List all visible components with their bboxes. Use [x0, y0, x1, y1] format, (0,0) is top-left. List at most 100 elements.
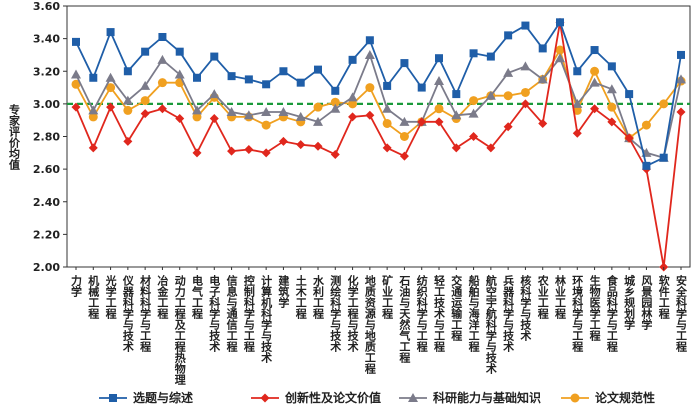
x-category-label: 土木工程: [294, 274, 308, 320]
data-point: [520, 87, 530, 97]
data-point: [624, 133, 634, 143]
legend-label: 创新性及论文价值: [284, 390, 381, 405]
data-point: [123, 105, 133, 115]
y-axis-title: 专家评价均值: [8, 103, 21, 171]
data-point: [573, 67, 582, 76]
data-point: [659, 99, 669, 109]
y-tick-label: 2.20: [33, 228, 60, 241]
x-category-label: 地质资源与地质工程: [363, 274, 376, 375]
data-point: [279, 67, 288, 76]
y-tick-label: 3.20: [33, 65, 60, 78]
data-point: [503, 67, 514, 77]
legend-marker: [408, 393, 418, 402]
data-point: [434, 104, 444, 114]
data-point: [140, 80, 151, 90]
data-point: [485, 90, 496, 100]
x-category-label: 环境科学与工程: [571, 275, 584, 353]
y-tick-label: 3.60: [33, 0, 60, 13]
x-category-label: 林业工程: [554, 274, 567, 320]
x-category-label: 矿业工程: [381, 274, 394, 320]
data-point: [451, 143, 461, 153]
data-point: [399, 132, 409, 141]
legend-item: 论文规范性: [561, 390, 655, 405]
data-point: [88, 112, 98, 122]
legend-label: 科研能力与基础知识: [433, 390, 541, 405]
data-point: [106, 83, 116, 93]
data-point: [313, 102, 323, 112]
data-point: [607, 62, 616, 71]
series-line: [75, 52, 682, 159]
data-point: [469, 132, 479, 141]
data-point: [105, 72, 116, 82]
data-point: [296, 78, 305, 87]
series-2: [71, 17, 686, 272]
data-point: [209, 114, 219, 124]
legend-item: 科研能力与基础知识: [399, 390, 541, 405]
y-tick-label: 3.40: [33, 33, 60, 46]
data-point: [486, 52, 495, 61]
data-point: [330, 97, 340, 107]
data-point: [503, 122, 513, 132]
data-point: [244, 145, 254, 155]
data-point: [88, 143, 98, 153]
data-point: [295, 111, 306, 121]
x-category-label: 动力工程及工程热物理: [173, 274, 186, 385]
data-point: [330, 103, 341, 113]
legend-marker: [260, 393, 270, 403]
data-point: [606, 84, 617, 94]
data-point: [677, 50, 685, 59]
legend-marker: [109, 394, 117, 402]
data-point: [89, 73, 98, 82]
x-category-label: 机械工程: [87, 274, 100, 320]
data-point: [140, 109, 150, 119]
x-category-label: 计算机科学与技术: [260, 274, 274, 364]
x-category-label: 兵器科学与技术: [502, 274, 515, 353]
data-point: [261, 120, 271, 130]
data-point: [382, 143, 392, 153]
data-point: [192, 105, 202, 115]
x-category-label: 纺织科学与工程: [415, 274, 428, 353]
x-category-label: 石油与天然气工程: [398, 275, 412, 364]
data-point: [572, 128, 582, 138]
x-category-label: 交通运输工程: [450, 274, 463, 342]
x-category-label: 城乡规划学: [623, 274, 636, 331]
data-point: [417, 83, 426, 92]
data-point: [451, 110, 462, 120]
data-point: [106, 102, 116, 112]
x-category-label: 化学工程与技术: [346, 274, 360, 353]
x-category-label: 电气工程: [191, 274, 205, 320]
legend-item: 创新性及论文价值: [251, 390, 381, 405]
data-point: [556, 18, 564, 27]
data-point: [625, 90, 634, 99]
x-category-label: 生物医学工程: [588, 274, 601, 342]
data-point: [434, 76, 444, 86]
data-point: [399, 151, 409, 161]
data-point: [313, 141, 323, 151]
data-point: [365, 36, 374, 45]
data-point: [365, 110, 375, 120]
x-category-label: 力学: [70, 274, 83, 298]
data-point: [452, 90, 461, 99]
y-axis-label: 专家评价均值: [8, 103, 21, 171]
data-point: [157, 78, 167, 88]
y-tick-label: 2.00: [33, 261, 60, 274]
data-point: [123, 67, 132, 76]
x-category-label: 轻工技术与工程: [433, 274, 447, 353]
data-point: [71, 102, 81, 112]
data-point: [590, 46, 599, 55]
data-point: [348, 99, 358, 109]
data-point: [227, 72, 236, 81]
series-layer: [71, 17, 686, 272]
data-point: [262, 80, 271, 89]
legend-marker: [570, 393, 580, 403]
data-point: [590, 104, 600, 114]
y-tick-label: 2.40: [33, 196, 60, 209]
x-category-label: 食品科学与工程: [605, 274, 618, 353]
data-point: [348, 55, 357, 64]
data-point: [399, 116, 410, 126]
data-point: [122, 95, 133, 105]
data-point: [365, 83, 375, 93]
data-point: [158, 32, 167, 41]
x-category-label: 控制科学与工程: [242, 274, 255, 353]
